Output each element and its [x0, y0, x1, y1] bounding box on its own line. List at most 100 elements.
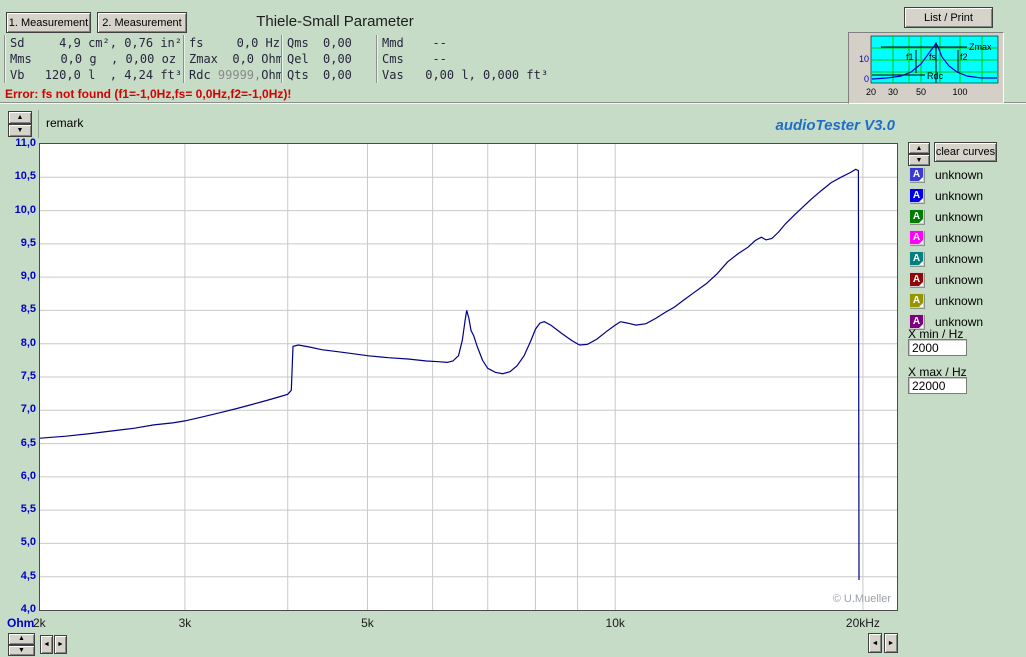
xmin-input[interactable] [908, 339, 967, 356]
left-arrow-icon: ◄ [43, 641, 50, 648]
thumbnail-xtick-30: 30 [888, 87, 898, 97]
param-label: Mms [10, 52, 32, 66]
y-tick-label: 7,0 [20, 403, 36, 416]
xmax-label: X max / Hz [908, 365, 967, 379]
error-message: Error: fs not found (f1=-1,0Hz,fs= 0,0Hz… [5, 87, 292, 101]
page-title: Thiele-Small Parameter [256, 13, 414, 30]
header-divider [0, 102, 1026, 104]
y-scale-spinner-up[interactable]: ▲ [8, 633, 35, 645]
param-label: Qts [287, 68, 309, 82]
y-tick-label: 6,0 [20, 469, 36, 482]
thumbnail-zmax-label: Zmax [969, 42, 992, 52]
param-label: Qel [287, 52, 309, 66]
watermark: © U.Mueller [833, 593, 892, 605]
curve-color-icon: A [909, 188, 924, 203]
curve-color-icon: A [909, 230, 924, 245]
clear-curves-button[interactable]: clear curves [934, 142, 997, 162]
measurement-1-button[interactable]: 1. Measurement [6, 12, 91, 33]
thumbnail-xtick-100: 100 [952, 87, 967, 97]
y-tick-label: 8,5 [20, 303, 36, 316]
y-scale-spinner: ▲ ▼ [8, 633, 35, 656]
resonance-thumbnail-plot: Zmax f1 fs f2 Rdc 10 0 20 30 50 100 [859, 35, 999, 97]
y-tick-label: 9,0 [20, 270, 36, 283]
param-value: -- [418, 36, 447, 50]
thumbnail-ytick-10: 10 [859, 54, 869, 64]
scroll-right-button[interactable]: ► [54, 635, 67, 654]
ts-params-q-factors: Qms 0,00 Qel 0,00 Qts 0,00 [281, 35, 375, 83]
param-value: 0,0 g , 0,00 oz [46, 52, 177, 66]
up-arrow-icon: ▲ [915, 144, 923, 152]
y-tick-label: 5,0 [20, 536, 36, 549]
param-value: 0,0 Hz [222, 36, 280, 50]
param-label: Zmax [189, 52, 218, 66]
param-value: 4,9 cm², 0,76 in² [44, 36, 182, 50]
app-title: audioTester V3.0 [775, 117, 896, 134]
param-row-qel: Qel 0,00 [287, 51, 375, 67]
param-label: Vb [10, 68, 25, 82]
down-arrow-icon: ▼ [18, 646, 25, 654]
y-tick-label: 8,0 [20, 336, 36, 349]
left-arrow-icon: ◄ [871, 639, 879, 647]
y-tick-label: 10,0 [14, 203, 36, 216]
curve-spinner-up[interactable]: ▲ [908, 142, 930, 154]
list-print-button[interactable]: List / Print [904, 7, 993, 28]
right-arrow-icon: ► [887, 639, 895, 647]
param-row-rdc: Rdc 99999, Ohm [189, 67, 283, 83]
param-value: 0,00 [323, 36, 352, 50]
legend-label: unknown [935, 251, 984, 266]
xmax-input[interactable] [908, 377, 967, 394]
right-arrow-icon: ► [57, 641, 64, 648]
curve-spinner-down[interactable]: ▼ [908, 154, 930, 166]
xmax-scroll-left-button[interactable]: ◄ [868, 633, 882, 653]
remark-spinner-down[interactable]: ▼ [8, 124, 32, 137]
up-arrow-icon: ▲ [18, 635, 25, 643]
remark-spinner-up[interactable]: ▲ [8, 111, 32, 124]
resonance-thumbnail-panel: Zmax f1 fs f2 Rdc 10 0 20 30 50 100 [848, 32, 1004, 104]
ts-params-dimensions: Sd 4,9 cm², 0,76 in² Mms 0,0 g , 0,00 oz V… [4, 35, 182, 83]
measurement-2-button[interactable]: 2. Measurement [97, 12, 187, 33]
param-row-mms: Mms 0,0 g , 0,00 oz [10, 51, 182, 67]
legend-label: unknown [935, 272, 984, 287]
legend-label: unknown [935, 167, 984, 182]
curve-color-icon: A [909, 314, 924, 329]
xmax-scroll-right-button[interactable]: ► [884, 633, 898, 653]
scroll-left-button[interactable]: ◄ [40, 635, 53, 654]
thumbnail-xtick-50: 50 [916, 87, 926, 97]
param-row-zmax: Zmax 0,0 Ohm [189, 51, 283, 67]
thumbnail-ytick-0: 0 [864, 74, 869, 84]
param-value: Ohm [261, 68, 283, 82]
param-row-vas: Vas 0,00 l, 0,000 ft³ [382, 67, 608, 83]
down-arrow-icon: ▼ [16, 127, 24, 134]
thumbnail-f2-label: f2 [960, 52, 968, 62]
curve-color-icon: A [909, 167, 924, 182]
y-tick-label: 9,5 [20, 236, 36, 249]
param-label: Vas [382, 68, 404, 82]
param-value: 120,0 l , 4,24 ft³ [44, 68, 182, 82]
toolbar-divider [38, 110, 39, 138]
legend-label: unknown [935, 314, 984, 329]
legend-label: unknown [935, 293, 984, 308]
ts-params-mass-compliance: Mmd -- Cms -- Vas 0,00 l, 0,000 ft³ [376, 35, 608, 83]
x-tick-label: 10k [605, 616, 625, 630]
y-tick-label: 11,0 [15, 137, 36, 149]
param-row-qts: Qts 0,00 [287, 67, 375, 83]
thumbnail-f1-label: f1 [906, 52, 914, 62]
curve-spinner: ▲ ▼ [908, 142, 930, 166]
thumbnail-xtick-20: 20 [866, 87, 876, 97]
up-arrow-icon: ▲ [16, 114, 24, 121]
y-scale-spinner-down[interactable]: ▼ [8, 644, 35, 656]
param-row-sd: Sd 4,9 cm², 0,76 in² [10, 35, 182, 51]
x-tick-label: 5k [361, 616, 374, 630]
remark-label[interactable]: remark [46, 116, 84, 130]
param-row-cms: Cms -- [382, 51, 608, 67]
param-row-vb: Vb 120,0 l , 4,24 ft³ [10, 67, 182, 83]
y-tick-label: 10,5 [14, 170, 36, 183]
